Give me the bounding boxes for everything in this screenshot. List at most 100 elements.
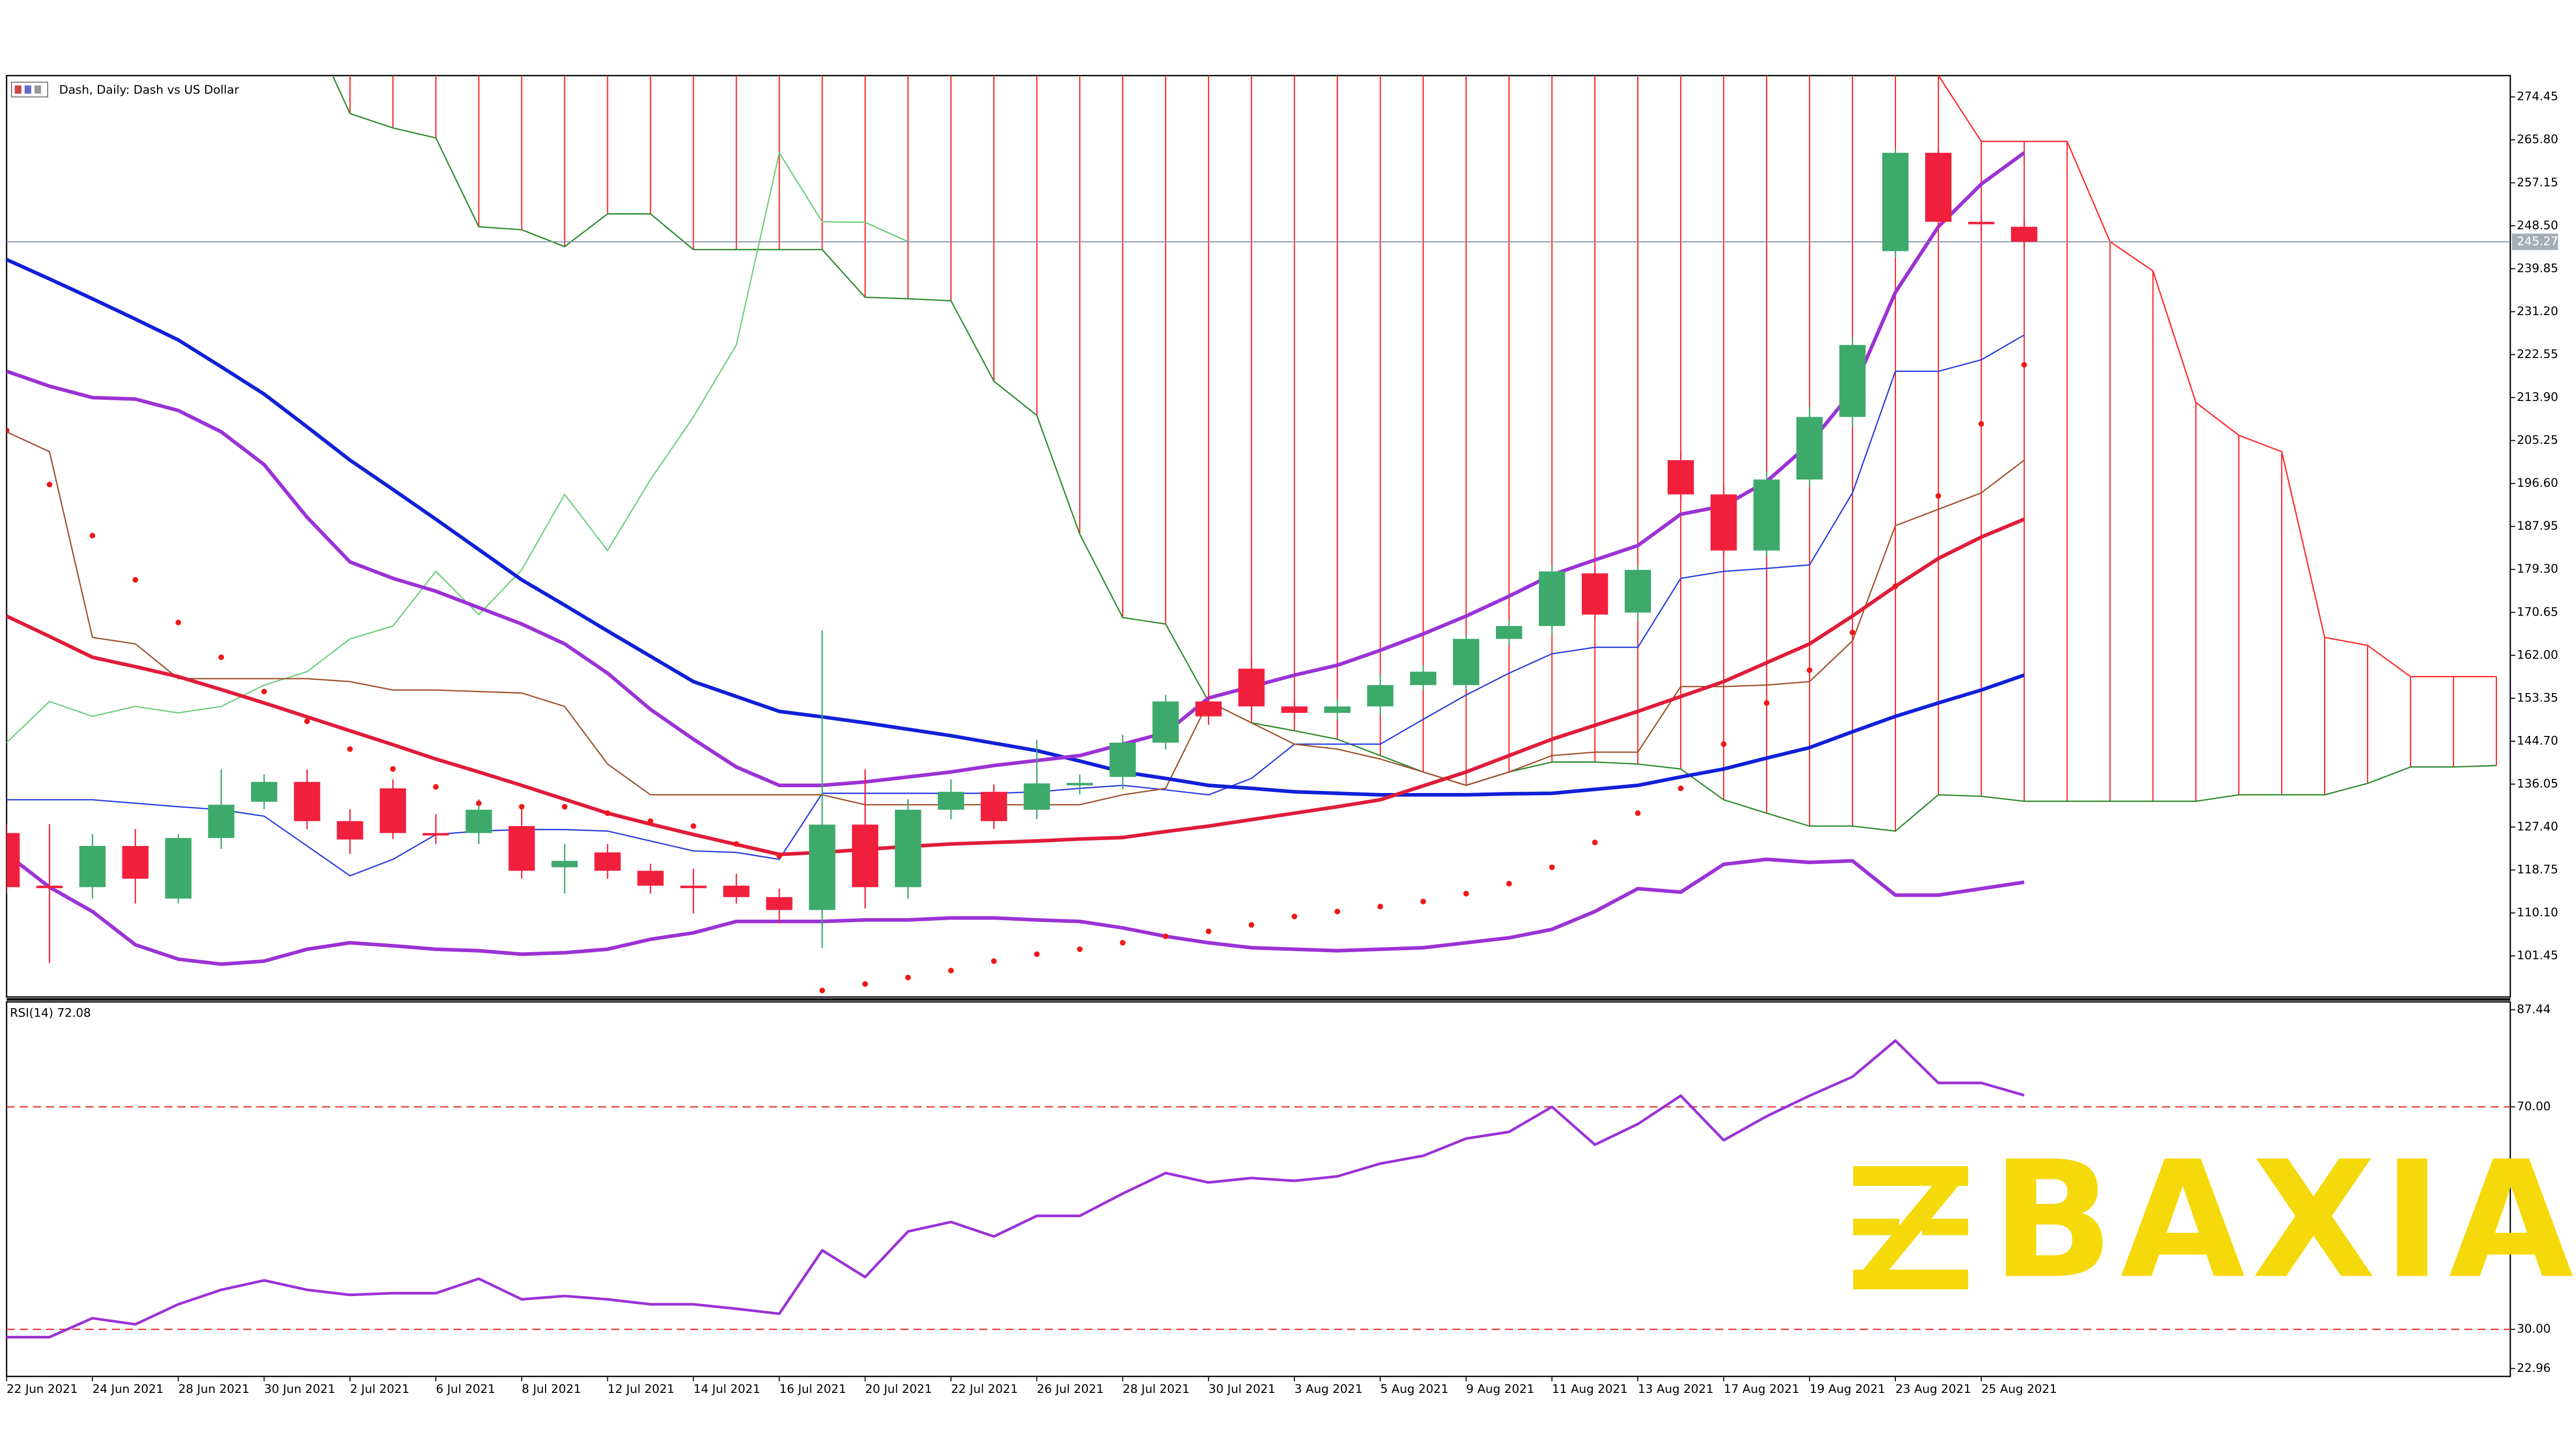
- x-tick-label: 9 Aug 2021: [1466, 1382, 1534, 1396]
- candle-body: [208, 805, 235, 838]
- sar-dot: [648, 818, 653, 824]
- sar-dot: [734, 841, 739, 847]
- x-tick-label: 3 Aug 2021: [1294, 1382, 1362, 1396]
- x-tick-label: 30 Jul 2021: [1208, 1382, 1275, 1396]
- y-tick-label: 231.20: [2517, 305, 2558, 318]
- x-tick-label: 6 Jul 2021: [436, 1382, 495, 1396]
- x-tick-label: 11 Aug 2021: [1552, 1382, 1628, 1396]
- sar-dot: [905, 975, 911, 980]
- sar-dot: [1420, 899, 1426, 905]
- y-tick-label: 196.60: [2517, 476, 2558, 490]
- candle-body: [36, 885, 63, 888]
- y-tick-label: 274.45: [2517, 90, 2558, 104]
- candle-body: [809, 824, 836, 910]
- candle-body: [1582, 573, 1608, 615]
- candle-body: [1539, 571, 1565, 626]
- candle-body: [2011, 227, 2038, 242]
- x-tick-label: 14 Jul 2021: [693, 1382, 760, 1396]
- candle-body: [723, 885, 750, 897]
- y-tick-label: 239.85: [2517, 262, 2558, 275]
- last-price-label: 245.27: [2517, 235, 2558, 248]
- candle-body: [1109, 742, 1136, 777]
- sar-dot: [1978, 421, 1984, 427]
- sar-dot: [1763, 700, 1770, 706]
- candle-body: [1238, 668, 1265, 707]
- sar-dot: [390, 766, 396, 772]
- x-tick-label: 28 Jul 2021: [1123, 1382, 1190, 1396]
- sar-dot: [1291, 913, 1297, 920]
- indicator-line: [6, 334, 2025, 877]
- y-tick-label: 162.00: [2517, 648, 2558, 662]
- sar-dot: [1549, 864, 1555, 870]
- sar-dot: [1119, 940, 1126, 946]
- candle-body: [1625, 570, 1651, 613]
- candle-body: [1453, 639, 1480, 685]
- sar-dot: [1849, 629, 1856, 635]
- y-tick-label: 205.25: [2517, 433, 2558, 447]
- indicator-line: [6, 852, 2025, 966]
- sar-dot: [1076, 946, 1083, 952]
- span-a: [1937, 75, 2496, 677]
- candle-body: [251, 782, 277, 802]
- candle-body: [294, 782, 320, 821]
- x-tick-label: 17 Aug 2021: [1724, 1382, 1800, 1396]
- sar-dot: [519, 803, 525, 810]
- candle-body: [1195, 701, 1222, 717]
- x-tick-label: 25 Aug 2021: [1981, 1382, 2057, 1396]
- candle-body: [981, 791, 1007, 821]
- y-tick-label: 101.45: [2517, 949, 2558, 963]
- candle-body: [1281, 706, 1308, 713]
- sar-dot: [1034, 951, 1040, 957]
- y-tick-label: 222.55: [2517, 348, 2558, 361]
- x-tick-label: 22 Jun 2021: [7, 1382, 78, 1396]
- sar-dot: [304, 718, 310, 724]
- candle-body: [1882, 152, 1909, 251]
- sar-dot: [1935, 493, 1941, 499]
- x-tick-label: 5 Aug 2021: [1380, 1382, 1448, 1396]
- last-price-box: [2512, 233, 2558, 250]
- sar-dot: [476, 800, 482, 806]
- candle-body: [6, 833, 20, 887]
- candle-body: [852, 824, 879, 887]
- y-tick-label: 213.90: [2517, 390, 2558, 404]
- candle-body: [1410, 672, 1437, 685]
- x-tick-label: 12 Jul 2021: [607, 1382, 674, 1396]
- indicator-line: [6, 151, 2026, 787]
- candle-body: [1024, 783, 1050, 810]
- y-tick-label: 110.10: [2517, 906, 2558, 920]
- sar-dot: [776, 853, 782, 859]
- sar-dot: [1720, 741, 1727, 747]
- sar-dot: [1463, 890, 1469, 897]
- sar-dot: [1377, 903, 1383, 910]
- candle-body: [1753, 479, 1780, 551]
- x-tick-label: 20 Jul 2021: [865, 1382, 932, 1396]
- sar-dot: [1506, 880, 1512, 887]
- candle-body: [680, 885, 707, 888]
- sar-dot: [1678, 785, 1684, 791]
- symbol-icon: [11, 81, 48, 98]
- y-tick-label: 179.30: [2517, 562, 2558, 576]
- x-tick-label: 26 Jul 2021: [1037, 1382, 1104, 1396]
- candle-body: [1496, 626, 1523, 639]
- sar-dot: [1162, 933, 1169, 940]
- x-tick-label: 24 Jun 2021: [93, 1382, 164, 1396]
- sar-dot: [948, 967, 954, 974]
- x-tick-label: 19 Aug 2021: [1809, 1382, 1885, 1396]
- candle-body: [380, 788, 406, 833]
- y-tick-label: 170.65: [2517, 605, 2558, 619]
- sar-dot: [605, 810, 610, 816]
- candle-body: [465, 809, 492, 833]
- sar-dot: [433, 784, 439, 790]
- price-plot: [6, 75, 2511, 994]
- x-tick-label: 23 Aug 2021: [1895, 1382, 1971, 1396]
- candle-body: [423, 833, 449, 836]
- price-panel: [6, 75, 2511, 998]
- y-tick-label: 265.80: [2517, 133, 2558, 147]
- y-tick-label: 257.15: [2517, 176, 2558, 189]
- indicator-line: [6, 431, 2025, 806]
- y-tick-label: 187.95: [2517, 519, 2558, 533]
- candle-body: [1668, 460, 1694, 495]
- candle-body: [1711, 494, 1737, 551]
